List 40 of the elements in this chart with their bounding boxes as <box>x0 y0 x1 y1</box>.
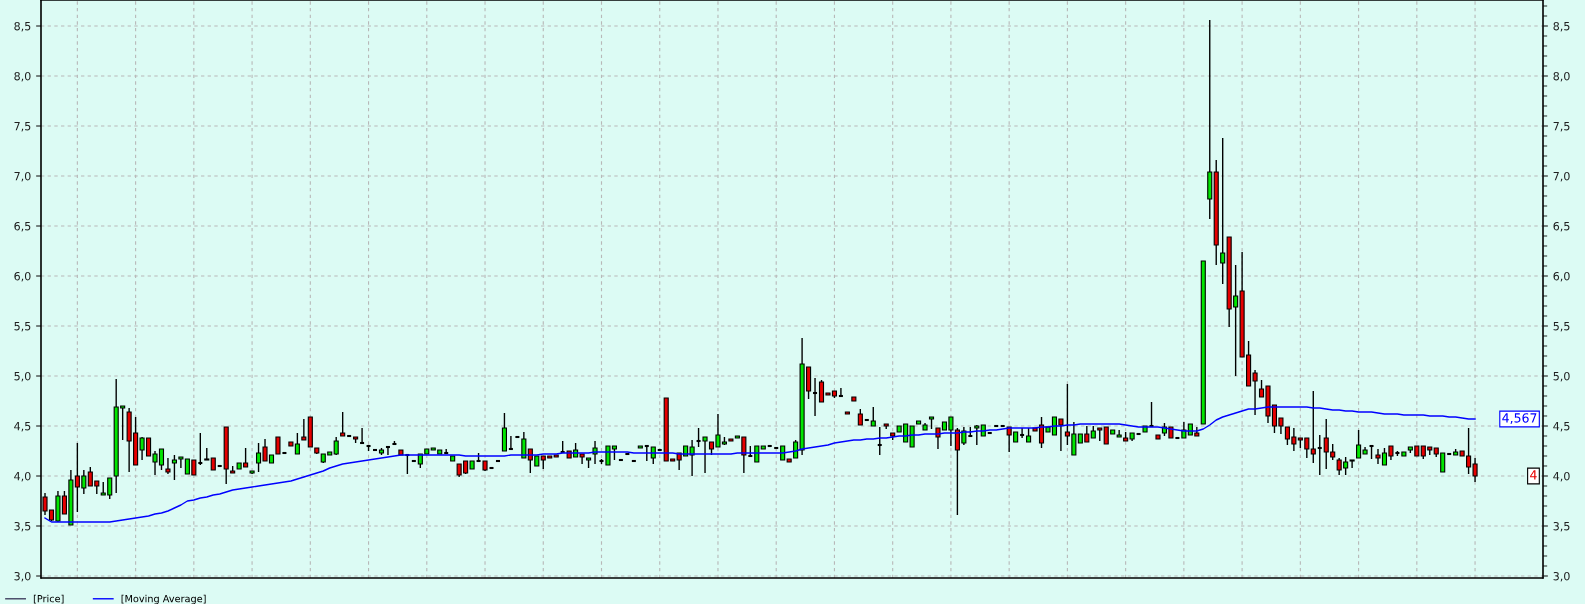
y2-tick-label: 8,0 <box>1553 71 1570 82</box>
y-tick-label: 7,0 <box>14 171 31 182</box>
y-tick-label: 5,0 <box>14 371 31 382</box>
candlestick <box>876 426 883 456</box>
candlestick <box>165 457 171 475</box>
candlestick <box>1310 390 1316 464</box>
y2-tick-label: 5,5 <box>1553 322 1570 332</box>
candlestick <box>197 432 204 466</box>
y-tick-label: 4,5 <box>14 422 31 432</box>
y-tick-label: 6,5 <box>14 221 31 232</box>
y2-tick-label: 3,5 <box>1553 521 1570 532</box>
y-tick-label: 5,5 <box>14 322 31 332</box>
y2-tick-label: 6,5 <box>1553 221 1570 232</box>
line-series <box>44 406 1476 523</box>
candlestick <box>1316 434 1323 476</box>
candlestick <box>1220 137 1226 285</box>
legend-label: [Moving Average] <box>121 594 206 604</box>
y-tick-label: 6,0 <box>14 271 31 282</box>
y2-tick-label: 7,5 <box>1553 122 1570 132</box>
candlestick <box>340 411 346 437</box>
text: 4 <box>1530 470 1537 480</box>
y-tick-label: 8,5 <box>14 21 31 32</box>
y-tick-label: 7,5 <box>14 122 31 132</box>
y2-tick-label: 8,5 <box>1553 21 1570 32</box>
candlestick <box>301 418 307 441</box>
text: 4,567 <box>1502 413 1537 424</box>
y-tick-label: 3,5 <box>14 521 31 532</box>
candlestick <box>870 406 876 427</box>
candlestick <box>501 412 507 452</box>
y-tick-label: 3,0 <box>14 571 31 582</box>
y2-tick-label: 4,5 <box>1553 422 1570 432</box>
y-tick-label: 8,0 <box>14 71 31 82</box>
candlestick <box>974 424 980 446</box>
y2-tick-label: 6,0 <box>1553 271 1570 282</box>
y2-tick-label: 7,0 <box>1553 171 1570 182</box>
y2-tick-label: 4,0 <box>1553 471 1570 482</box>
y2-tick-label: 3,0 <box>1553 571 1570 582</box>
y2-tick-label: 5,0 <box>1553 371 1570 382</box>
y-tick-label: 4,0 <box>14 471 31 482</box>
text: [Price] <box>33 594 64 604</box>
